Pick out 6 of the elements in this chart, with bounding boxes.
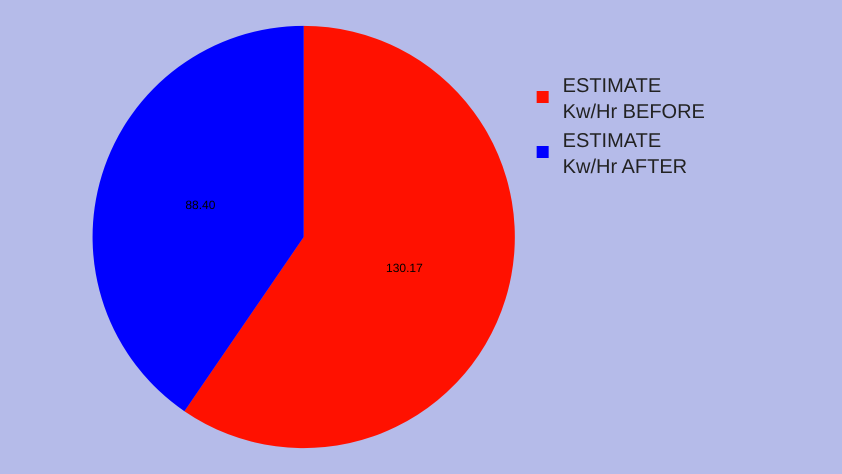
data-label: 130.17 xyxy=(386,261,424,276)
pie-slice xyxy=(92,26,304,412)
legend-label: ESTIMATE Kw/Hr BEFORE xyxy=(562,74,705,123)
pie-slice xyxy=(184,26,515,448)
legend-label: ESTIMATE Kw/Hr AFTER xyxy=(562,130,688,178)
data-label: 88.40 xyxy=(185,198,216,212)
